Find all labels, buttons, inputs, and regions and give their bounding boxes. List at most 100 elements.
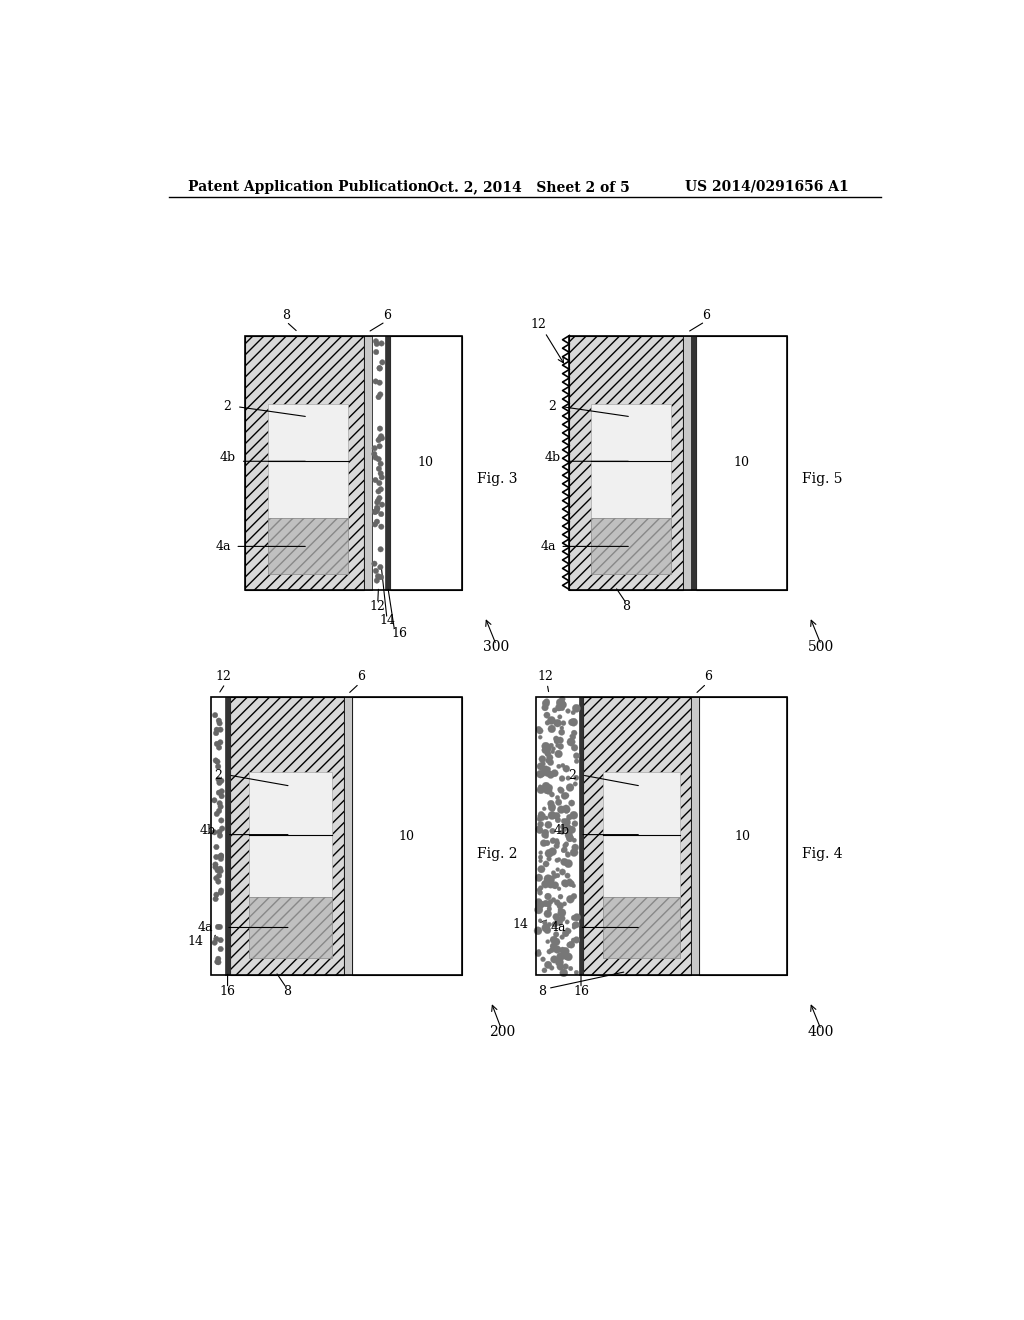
- Text: 12: 12: [530, 318, 547, 331]
- Circle shape: [215, 867, 220, 873]
- Circle shape: [376, 466, 382, 471]
- Circle shape: [553, 913, 560, 920]
- Circle shape: [549, 792, 555, 797]
- Circle shape: [539, 850, 543, 854]
- Text: 14: 14: [513, 919, 528, 931]
- Circle shape: [554, 719, 561, 727]
- Circle shape: [546, 784, 553, 792]
- Circle shape: [561, 847, 567, 853]
- Text: 10: 10: [733, 455, 750, 469]
- Bar: [569, 335, 786, 590]
- Bar: [230, 697, 344, 974]
- Circle shape: [539, 770, 546, 777]
- Circle shape: [566, 895, 574, 903]
- Circle shape: [557, 701, 564, 709]
- Circle shape: [550, 838, 556, 843]
- Text: 500: 500: [808, 640, 835, 655]
- Circle shape: [214, 875, 219, 880]
- Circle shape: [215, 764, 221, 770]
- Circle shape: [377, 426, 383, 432]
- Circle shape: [372, 561, 377, 566]
- Circle shape: [376, 498, 381, 503]
- Text: 4b: 4b: [553, 824, 569, 837]
- Circle shape: [567, 738, 575, 746]
- Circle shape: [548, 800, 554, 807]
- Circle shape: [542, 742, 550, 750]
- Bar: [267, 519, 348, 574]
- Circle shape: [378, 487, 384, 492]
- Text: 10: 10: [418, 455, 434, 469]
- Circle shape: [219, 788, 224, 795]
- Bar: [385, 335, 390, 590]
- Circle shape: [216, 789, 221, 796]
- Circle shape: [214, 845, 219, 850]
- Circle shape: [378, 546, 383, 552]
- Circle shape: [536, 899, 542, 906]
- Circle shape: [542, 880, 550, 888]
- Circle shape: [568, 966, 573, 970]
- Circle shape: [379, 341, 384, 346]
- Bar: [602, 898, 680, 958]
- Circle shape: [551, 770, 558, 777]
- Circle shape: [559, 696, 565, 702]
- Bar: [211, 697, 462, 974]
- Circle shape: [551, 750, 555, 754]
- Text: 4b: 4b: [545, 451, 560, 463]
- Circle shape: [568, 880, 574, 887]
- Text: 12: 12: [370, 599, 386, 612]
- Circle shape: [544, 711, 550, 718]
- Circle shape: [569, 734, 573, 738]
- Circle shape: [216, 956, 221, 961]
- Circle shape: [566, 776, 570, 780]
- Circle shape: [377, 380, 382, 385]
- Circle shape: [551, 882, 559, 888]
- Circle shape: [545, 894, 552, 900]
- Circle shape: [538, 821, 544, 828]
- Text: 4b: 4b: [200, 824, 216, 837]
- Circle shape: [573, 937, 580, 944]
- Circle shape: [547, 875, 555, 884]
- Circle shape: [375, 506, 380, 511]
- Circle shape: [373, 379, 379, 384]
- Circle shape: [568, 826, 575, 833]
- Circle shape: [372, 446, 378, 451]
- Circle shape: [212, 797, 217, 803]
- Circle shape: [564, 842, 568, 846]
- Circle shape: [554, 899, 560, 906]
- Circle shape: [216, 873, 222, 878]
- Text: 4a: 4a: [540, 540, 556, 553]
- Circle shape: [553, 812, 560, 820]
- Circle shape: [217, 721, 222, 726]
- Text: Oct. 2, 2014   Sheet 2 of 5: Oct. 2, 2014 Sheet 2 of 5: [427, 180, 630, 194]
- Circle shape: [546, 940, 550, 944]
- Circle shape: [561, 879, 568, 887]
- Circle shape: [542, 700, 550, 708]
- Circle shape: [547, 759, 554, 766]
- Text: Fig. 4: Fig. 4: [802, 847, 843, 861]
- Circle shape: [573, 913, 581, 921]
- Circle shape: [571, 735, 575, 739]
- Text: 400: 400: [808, 1026, 835, 1039]
- Circle shape: [571, 894, 577, 899]
- Circle shape: [373, 478, 378, 483]
- Circle shape: [374, 508, 380, 513]
- Circle shape: [379, 502, 385, 507]
- Circle shape: [219, 777, 224, 784]
- Circle shape: [218, 890, 223, 895]
- Circle shape: [373, 521, 378, 527]
- Circle shape: [538, 866, 545, 873]
- Circle shape: [213, 865, 218, 870]
- Circle shape: [555, 838, 559, 843]
- Circle shape: [551, 807, 555, 812]
- Circle shape: [545, 849, 553, 858]
- Circle shape: [569, 718, 578, 726]
- Circle shape: [543, 900, 549, 907]
- Circle shape: [566, 833, 571, 837]
- Circle shape: [556, 705, 562, 711]
- Circle shape: [557, 737, 563, 743]
- Text: 10: 10: [398, 829, 415, 842]
- Circle shape: [561, 701, 565, 705]
- Circle shape: [573, 752, 580, 759]
- Circle shape: [556, 919, 563, 925]
- Circle shape: [553, 735, 559, 742]
